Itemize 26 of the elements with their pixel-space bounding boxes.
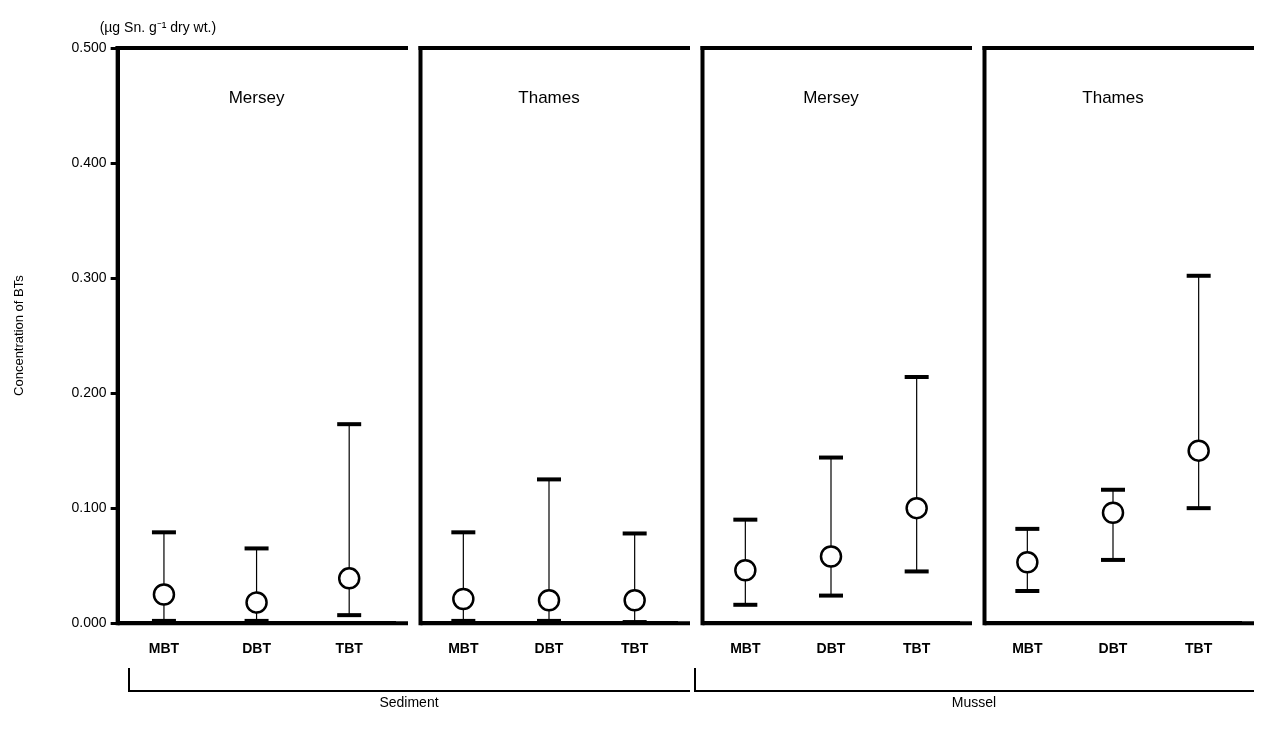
x-tick-label: DBT [1098, 640, 1128, 657]
y-tick-label: 0.200 [71, 383, 107, 400]
text: Mussel [950, 694, 998, 710]
x-tick-label: MBT [448, 640, 479, 657]
y-tick-label: 0.100 [71, 499, 107, 516]
text: Mersey [803, 87, 860, 107]
x-tick-label: DBT [816, 640, 846, 657]
x-tick-label: DBT [242, 640, 272, 657]
x-tick-label: MBT [1012, 640, 1043, 657]
y-tick-label: 0.300 [71, 268, 107, 285]
x-tick-label: TBT [621, 640, 649, 657]
y-tick-label: 0.400 [71, 153, 107, 170]
y-tick-label: 0.000 [71, 614, 107, 631]
text: Mersey [228, 87, 285, 107]
x-tick-label: TBT [903, 640, 931, 657]
y-axis-title: Concentration of BTs [11, 274, 27, 396]
text: Thames [518, 87, 580, 107]
x-tick-label: MBT [730, 640, 761, 657]
x-tick-label: MBT [148, 640, 180, 657]
x-tick-label: TBT [1185, 640, 1213, 657]
x-tick-label: TBT [335, 640, 364, 657]
y-tick-label: 0.500 [71, 38, 107, 55]
text: Sediment [378, 694, 440, 710]
text: Thames [1082, 87, 1144, 107]
chart-subtitle: (µg Sn. g⁻¹ dry wt.) [99, 18, 217, 35]
x-tick-label: DBT [534, 640, 564, 657]
